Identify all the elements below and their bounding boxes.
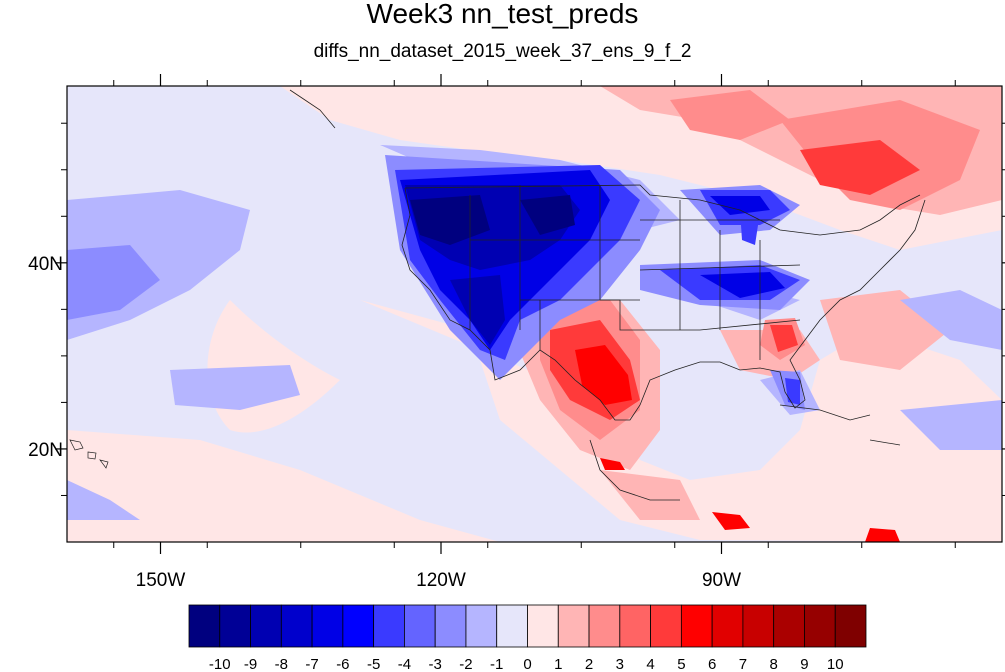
colorbar-label: 2: [585, 656, 593, 672]
minor-ticks: [61, 80, 1005, 548]
chart-title: Week3 nn_test_preds: [366, 0, 639, 29]
colorbar-swatch: [465, 604, 498, 648]
colorbar-label: 7: [739, 656, 747, 672]
coastline-outlines: [289, 89, 926, 501]
colorbar-swatch: [557, 604, 590, 648]
colorbar-swatch: [373, 604, 405, 648]
colorbar-label: -9: [244, 656, 257, 672]
colorbar-label: -4: [398, 656, 411, 672]
colorbar-swatch: [804, 604, 836, 648]
colorbar-swatch: [280, 604, 313, 648]
colorbar-label: 8: [770, 656, 778, 672]
colorbar: -10 -9 -8 -7 -6 -5 -4 -3 -2 -1 0 1 2 3 4 5 6 7 8 9 10: [188, 604, 867, 672]
colorbar-label: -1: [490, 656, 503, 672]
colorbar-label: 3: [616, 656, 624, 672]
colorbar-swatch: [342, 604, 375, 648]
x-tick-label: 150W: [136, 570, 186, 591]
colorbar-label: -7: [305, 656, 318, 672]
colorbar-swatch: [219, 604, 251, 648]
colorbar-label: -3: [429, 656, 442, 672]
peak-positive-regions: [575, 345, 900, 542]
colorbar-swatch: [711, 604, 744, 648]
colorbar-swatch: [527, 604, 559, 648]
y-axis-ticks: 40N 20N: [28, 254, 1005, 461]
colorbar-swatch: [773, 604, 805, 648]
colorbar-swatch: [650, 604, 682, 648]
intense-positive-regions: [550, 140, 920, 420]
map-plot-area: [67, 86, 1002, 542]
chart-subtitle: diffs_nn_dataset_2015_week_37_ens_9_f_2: [313, 41, 692, 62]
island-outlines: [69, 404, 901, 469]
colorbar-swatch: [588, 604, 621, 648]
map-frame: [66, 85, 1003, 543]
colorbar-label: 9: [800, 656, 808, 672]
y-tick-label: 20N: [28, 440, 63, 461]
x-axis-ticks: 150W 120W 90W: [136, 74, 741, 591]
colorbar-label: -6: [336, 656, 349, 672]
colorbar-swatch: [619, 604, 651, 648]
colorbar-swatch: [496, 604, 528, 648]
x-tick-label: 90W: [702, 570, 741, 591]
colorbar-label: 0: [523, 656, 531, 672]
colorbar-label: 4: [646, 656, 654, 672]
colorbar-swatch: [250, 604, 282, 648]
colorbar-label: 1: [554, 656, 562, 672]
colorbar-swatch: [742, 604, 775, 648]
colorbar-label: 5: [677, 656, 685, 672]
colorbar-label: -8: [275, 656, 288, 672]
colorbar-swatch: [834, 604, 867, 648]
colorbar-swatch: [680, 604, 713, 648]
colorbar-swatch: [311, 604, 344, 648]
colorbar-label: 10: [827, 656, 844, 672]
colorbar-label: -5: [367, 656, 380, 672]
colorbar-label: -10: [209, 656, 231, 672]
colorbar-label: 6: [708, 656, 716, 672]
colorbar-swatch: [434, 604, 467, 648]
colorbar-swatch: [404, 604, 436, 648]
colorbar-label: -2: [459, 656, 472, 672]
y-tick-label: 40N: [28, 254, 63, 275]
x-tick-label: 120W: [416, 570, 466, 591]
colorbar-swatch: [188, 604, 221, 648]
